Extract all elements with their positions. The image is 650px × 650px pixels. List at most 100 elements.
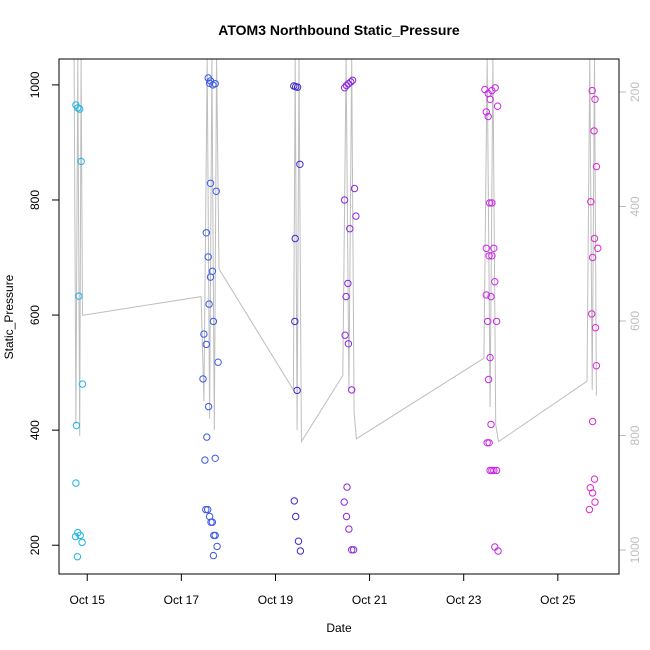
x-tick-label: Oct 25 bbox=[540, 593, 576, 607]
x-tick-label: Oct 23 bbox=[446, 593, 482, 607]
data-point bbox=[340, 196, 349, 204]
data-point bbox=[488, 466, 496, 475]
data-point bbox=[78, 538, 86, 547]
data-point bbox=[493, 102, 502, 110]
trace-layer bbox=[73, 59, 597, 444]
data-point bbox=[345, 525, 353, 533]
data-point bbox=[588, 310, 596, 318]
data-point bbox=[340, 498, 348, 506]
y-axis-label: Static_Pressure bbox=[2, 274, 16, 359]
data-point bbox=[592, 362, 601, 370]
data-point bbox=[348, 386, 356, 394]
data-point bbox=[214, 358, 222, 366]
series-6 bbox=[585, 86, 602, 514]
data-point bbox=[587, 198, 595, 206]
y-tick-label: 200 bbox=[28, 535, 42, 555]
data-point bbox=[212, 187, 220, 196]
series-2 bbox=[199, 74, 222, 560]
data-point bbox=[75, 292, 83, 300]
data-point bbox=[594, 244, 602, 253]
data-point bbox=[486, 95, 494, 104]
data-point bbox=[204, 505, 212, 514]
data-point bbox=[483, 439, 491, 447]
data-point bbox=[291, 317, 299, 326]
data-point bbox=[485, 439, 493, 447]
data-point bbox=[204, 253, 212, 261]
data-point bbox=[484, 112, 492, 121]
y-tick-label: 400 bbox=[28, 420, 42, 440]
data-point bbox=[290, 497, 298, 505]
trace-line bbox=[73, 59, 597, 444]
data-point bbox=[209, 317, 218, 326]
series-5 bbox=[481, 84, 502, 555]
data-point bbox=[292, 512, 300, 521]
data-point bbox=[484, 375, 493, 384]
data-point bbox=[205, 300, 213, 308]
y2-tick-label: 200 bbox=[628, 82, 642, 102]
chart-title: ATOM3 Northbound Static_Pressure bbox=[218, 22, 460, 38]
data-point bbox=[208, 518, 217, 526]
data-point bbox=[494, 547, 502, 555]
data-point bbox=[592, 162, 601, 171]
y2-tick-label: 600 bbox=[628, 311, 642, 331]
data-point bbox=[211, 531, 219, 540]
data-point bbox=[202, 340, 211, 349]
data-point bbox=[487, 292, 495, 301]
data-point bbox=[588, 253, 597, 262]
data-point bbox=[209, 551, 218, 560]
data-point bbox=[211, 454, 219, 462]
x-tick-label: Oct 17 bbox=[164, 593, 200, 607]
data-point bbox=[74, 104, 82, 112]
x-tick-label: Oct 19 bbox=[258, 593, 294, 607]
x-tick-label: Oct 21 bbox=[352, 593, 388, 607]
data-point bbox=[352, 212, 360, 220]
data-point bbox=[202, 229, 211, 237]
data-point bbox=[347, 78, 355, 86]
y2-tick-label: 800 bbox=[628, 425, 642, 445]
points-layer bbox=[71, 74, 602, 561]
data-point bbox=[293, 386, 301, 395]
data-point bbox=[585, 505, 594, 514]
y-tick-label: 600 bbox=[28, 305, 42, 325]
data-point bbox=[342, 512, 351, 521]
data-point bbox=[77, 157, 85, 166]
data-point bbox=[485, 199, 494, 207]
data-point bbox=[491, 84, 499, 92]
data-point bbox=[346, 225, 354, 233]
data-point bbox=[344, 279, 352, 288]
data-point bbox=[296, 547, 305, 555]
data-point bbox=[203, 433, 211, 441]
data-point bbox=[348, 76, 357, 85]
data-point bbox=[213, 542, 221, 551]
series-1 bbox=[71, 101, 87, 561]
data-point bbox=[492, 466, 501, 475]
data-point bbox=[76, 531, 84, 540]
data-point bbox=[590, 234, 599, 243]
data-point bbox=[296, 160, 304, 169]
data-point bbox=[209, 81, 217, 89]
data-point bbox=[201, 456, 209, 464]
data-point bbox=[78, 380, 87, 388]
data-point bbox=[488, 252, 496, 260]
data-point bbox=[482, 244, 490, 253]
data-point bbox=[588, 417, 597, 426]
y-tick-label: 1000 bbox=[28, 71, 42, 98]
data-point bbox=[591, 95, 599, 104]
data-point bbox=[72, 421, 81, 430]
data-point bbox=[487, 420, 495, 429]
data-point bbox=[349, 546, 358, 554]
data-point bbox=[491, 278, 499, 286]
data-point bbox=[588, 489, 597, 497]
data-point bbox=[484, 317, 492, 326]
data-point bbox=[291, 234, 299, 243]
data-point bbox=[294, 537, 303, 545]
data-point bbox=[591, 498, 599, 506]
data-point bbox=[76, 105, 84, 113]
data-point bbox=[344, 340, 353, 348]
x-tick-label: Oct 15 bbox=[70, 593, 106, 607]
data-point bbox=[71, 532, 80, 541]
plot-frame bbox=[58, 58, 620, 575]
y2-tick-label: 1000 bbox=[628, 536, 642, 563]
data-point bbox=[490, 466, 498, 475]
